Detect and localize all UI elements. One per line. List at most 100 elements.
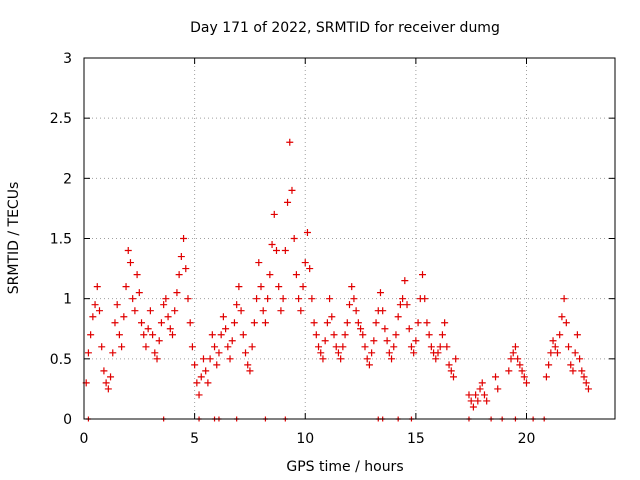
data-point	[574, 331, 581, 338]
x-tick-label: 0	[80, 431, 89, 447]
data-point	[222, 325, 229, 332]
data-point	[450, 373, 457, 380]
plot-frame	[84, 58, 615, 419]
data-point	[145, 325, 152, 332]
chart: 0 5 10 15 2000.511.522.53 Day 171 of 2022, S…	[0, 0, 640, 480]
data-point	[384, 337, 391, 344]
y-tick-label: 2.5	[50, 111, 72, 127]
data-point	[151, 349, 158, 356]
data-point	[209, 331, 216, 338]
data-point	[293, 271, 300, 278]
data-point	[182, 265, 189, 272]
data-point	[255, 259, 262, 266]
data-point	[465, 391, 472, 398]
data-point	[315, 343, 322, 350]
data-point	[390, 343, 397, 350]
data-point	[565, 343, 572, 350]
data-point	[406, 325, 413, 332]
data-point	[395, 313, 402, 320]
data-point	[370, 337, 377, 344]
data-point	[246, 367, 253, 374]
data-point	[105, 385, 112, 392]
data-point	[167, 325, 174, 332]
data-point	[242, 349, 249, 356]
data-point	[386, 349, 393, 356]
x-axis-label: GPS time / hours	[286, 459, 403, 475]
data-point	[100, 367, 107, 374]
data-point	[583, 379, 590, 386]
data-point	[435, 349, 442, 356]
data-point	[335, 349, 342, 356]
data-point	[295, 295, 302, 302]
data-point	[322, 337, 329, 344]
data-point	[288, 187, 295, 194]
data-point	[136, 289, 143, 296]
data-point	[235, 283, 242, 290]
data-point	[419, 271, 426, 278]
data-point	[297, 307, 304, 314]
data-point	[251, 319, 258, 326]
data-point	[508, 355, 515, 362]
data-point	[381, 325, 388, 332]
data-point	[388, 355, 395, 362]
data-point	[129, 295, 136, 302]
data-point	[567, 361, 574, 368]
data-point	[324, 319, 331, 326]
data-point	[196, 391, 203, 398]
data-point	[423, 319, 430, 326]
data-point	[326, 295, 333, 302]
y-tick-label: 2	[63, 171, 72, 187]
data-point	[319, 355, 326, 362]
data-point	[280, 295, 287, 302]
data-point	[552, 343, 559, 350]
data-point	[556, 331, 563, 338]
data-point	[187, 319, 194, 326]
data-point	[193, 379, 200, 386]
y-tick-label: 1.5	[50, 232, 72, 248]
data-point	[165, 313, 172, 320]
y-tick-label: 1	[63, 292, 72, 308]
data-point	[576, 355, 583, 362]
data-point	[156, 337, 163, 344]
data-point	[291, 235, 298, 242]
data-point	[176, 271, 183, 278]
data-point	[472, 391, 479, 398]
data-point	[554, 349, 561, 356]
data-point	[379, 307, 386, 314]
data-point	[432, 355, 439, 362]
data-point	[477, 385, 484, 392]
data-point	[333, 343, 340, 350]
data-point	[344, 319, 351, 326]
data-point	[337, 355, 344, 362]
data-point	[87, 331, 94, 338]
data-point	[271, 211, 278, 218]
data-point	[191, 361, 198, 368]
y-tick-label: 0	[63, 412, 72, 428]
x-tick-label: 10	[296, 431, 314, 447]
data-point	[138, 319, 145, 326]
data-point	[109, 349, 116, 356]
data-point	[111, 319, 118, 326]
data-point	[162, 295, 169, 302]
data-point	[147, 307, 154, 314]
data-point	[266, 271, 273, 278]
data-point	[545, 361, 552, 368]
data-point	[140, 331, 147, 338]
data-point	[302, 259, 309, 266]
data-point	[273, 247, 280, 254]
data-point	[339, 343, 346, 350]
data-point	[238, 307, 245, 314]
data-point	[275, 283, 282, 290]
data-point	[578, 367, 585, 374]
data-point	[443, 343, 450, 350]
data-points	[83, 139, 592, 422]
data-point	[286, 139, 293, 146]
data-point	[118, 343, 125, 350]
data-point	[202, 367, 209, 374]
data-point	[481, 391, 488, 398]
data-point	[200, 355, 207, 362]
x-tick-label: 20	[518, 431, 536, 447]
data-point	[173, 289, 180, 296]
data-point	[125, 247, 132, 254]
data-point	[494, 385, 501, 392]
